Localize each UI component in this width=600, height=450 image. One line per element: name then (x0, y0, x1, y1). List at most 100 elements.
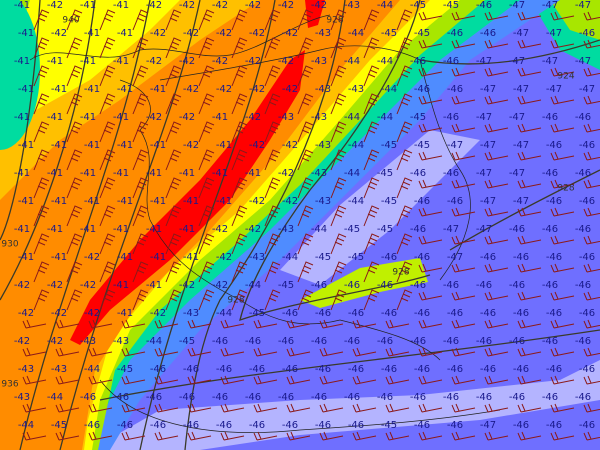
wind-barb (231, 289, 248, 311)
wind-barb (330, 93, 347, 115)
temperature-label: -44 (281, 252, 299, 263)
wind-barb (33, 65, 50, 87)
wind-barb (385, 403, 410, 413)
temperature-label: -47 (475, 56, 493, 67)
wind-barb (385, 347, 410, 357)
wind-barb (396, 177, 413, 199)
wind-barb (583, 375, 600, 385)
temperature-label: -44 (46, 392, 64, 403)
temperature-label: -42 (145, 112, 163, 123)
wind-barb (99, 37, 116, 59)
temperature-label: -44 (376, 56, 394, 67)
temperature-label: -44 (343, 56, 361, 67)
temperature-label: -45 (347, 252, 365, 263)
wind-barb (550, 39, 575, 49)
wind-barb (319, 319, 344, 329)
wind-barb (583, 11, 600, 21)
wind-barb (583, 431, 600, 441)
temperature-label: -42 (281, 196, 299, 207)
band-lavender-south (90, 360, 600, 450)
temperature-label: -43 (314, 140, 332, 151)
wind-barb (198, 233, 215, 255)
wind-barb (297, 149, 314, 171)
wind-barb (66, 149, 83, 171)
wind-barb (484, 123, 509, 133)
wind-barb (396, 93, 413, 115)
wind-barb (363, 9, 380, 31)
wind-barb (418, 39, 443, 49)
temperature-label: -46 (244, 336, 262, 347)
wind-barb (55, 319, 80, 329)
wind-barb (264, 121, 281, 143)
temperature-label: -41 (50, 84, 68, 95)
temperature-label: -47 (475, 224, 493, 235)
temperature-label: -46 (215, 364, 233, 375)
wind-barb (363, 37, 380, 59)
temperature-label: -44 (343, 112, 361, 123)
temperature-label: -41 (145, 280, 163, 291)
wind-barb (286, 431, 311, 441)
wind-barb (484, 207, 509, 217)
temperature-label: -41 (46, 224, 64, 235)
wind-barb (517, 235, 542, 245)
wind-barb (33, 177, 50, 199)
wind-barb (121, 431, 146, 441)
wind-barb (231, 65, 248, 87)
wind-barb (66, 205, 83, 227)
temperature-label: -47 (479, 420, 497, 431)
temperature-label: -46 (343, 336, 361, 347)
wind-barb (165, 205, 182, 227)
wind-barb (550, 319, 575, 329)
temperature-label: -47 (574, 56, 592, 67)
wind-barb (363, 261, 380, 283)
temperature-label: -46 (574, 112, 592, 123)
wind-barb (451, 39, 476, 49)
temperature-label: -46 (475, 280, 493, 291)
temperature-label: -42 (215, 252, 233, 263)
temperature-label: -46 (413, 84, 431, 95)
wind-barb (165, 233, 182, 255)
temperature-label: -46 (413, 252, 431, 263)
wind-barb (451, 11, 476, 21)
temperature-label: -46 (112, 392, 130, 403)
temperature-label: -46 (578, 420, 596, 431)
wind-barb (550, 431, 575, 441)
wind-barb (451, 431, 476, 441)
wind-barb (22, 319, 47, 329)
temperature-label: -46 (343, 280, 361, 291)
temperature-label: -41 (13, 168, 31, 179)
wind-barb (66, 177, 83, 199)
wind-barb (363, 121, 380, 143)
temperature-label: -42 (149, 28, 167, 39)
temperature-label: -43 (182, 308, 200, 319)
temperature-label: -47 (512, 140, 530, 151)
temperature-label: -46 (178, 392, 196, 403)
temperature-label: -47 (512, 196, 530, 207)
wind-barb (132, 93, 149, 115)
temperature-label: -42 (281, 84, 299, 95)
temperature-label: -46 (508, 392, 526, 403)
temperature-label: -42 (244, 112, 262, 123)
temperature-label: -46 (277, 336, 295, 347)
temperature-label: -41 (149, 252, 167, 263)
temperature-label: -44 (145, 336, 163, 347)
temperature-label: -46 (347, 364, 365, 375)
wind-barb (55, 375, 80, 385)
wind-barb (319, 375, 344, 385)
wind-barb (418, 123, 443, 133)
temperature-label: -41 (13, 112, 31, 123)
temperature-label: -43 (13, 392, 31, 403)
temperature-label: -46 (574, 336, 592, 347)
temperature-label: -41 (13, 224, 31, 235)
wind-barb (583, 123, 600, 133)
temperature-label: -46 (442, 280, 460, 291)
temperature-label: -41 (17, 28, 35, 39)
temperature-label: -42 (215, 28, 233, 39)
wind-barb (550, 67, 575, 77)
temperature-label: -46 (574, 168, 592, 179)
wind-barb (33, 121, 50, 143)
wind-barb (396, 233, 413, 255)
wind-barb (517, 67, 542, 77)
temperature-label: -41 (13, 56, 31, 67)
temperature-label: -46 (574, 224, 592, 235)
